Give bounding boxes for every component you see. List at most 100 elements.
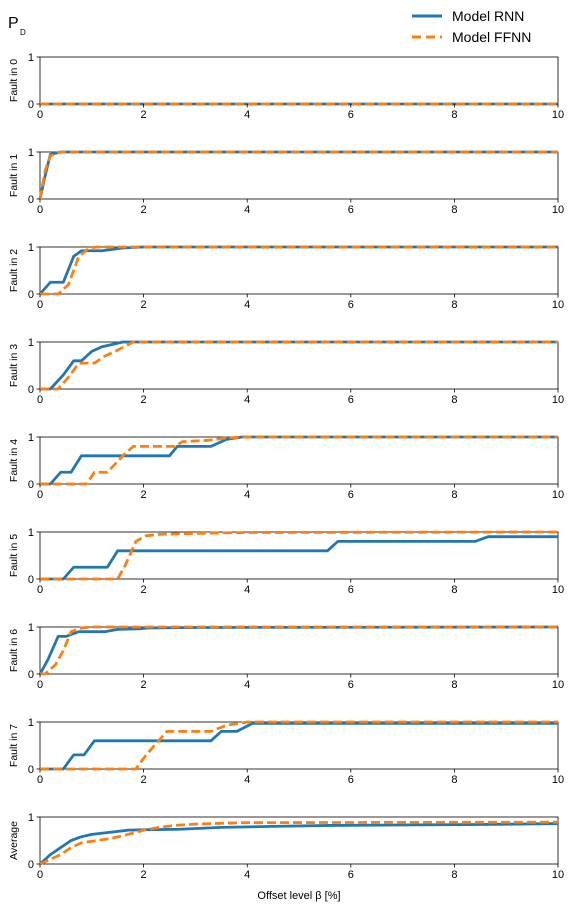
panel-4: 0 2 4 6 8 10 0 1 Fault in 4 (8, 432, 564, 501)
y-axis-label: Fault in 4 (8, 439, 20, 482)
x-tick-label: 6 (348, 774, 354, 786)
x-tick-label: 8 (451, 869, 457, 881)
x-tick-label: 10 (552, 109, 564, 121)
x-tick-label: 8 (451, 109, 457, 121)
x-tick-label: 8 (451, 774, 457, 786)
x-tick-label: 10 (552, 584, 564, 596)
y-tick-label: 1 (28, 527, 34, 539)
series-line-rnn (38, 625, 559, 675)
panel-frame (39, 246, 559, 295)
y-tick-label: 1 (28, 147, 34, 159)
x-tick-label: 4 (244, 679, 250, 691)
y-tick-label: 1 (28, 717, 34, 729)
x-tick-label: 8 (451, 299, 457, 311)
panel-frame (39, 56, 559, 105)
series-line-ffnn (40, 625, 558, 676)
x-tick-label: 4 (244, 299, 250, 311)
series-line-rnn (38, 150, 558, 200)
y-tick-label: 0 (28, 479, 34, 491)
x-tick-label: 8 (451, 489, 457, 501)
y-tick-label: 0 (28, 99, 34, 111)
x-tick-label: 2 (141, 204, 147, 216)
x-tick-label: 10 (552, 869, 564, 881)
x-tick-label: 8 (451, 204, 457, 216)
panel-6: 0 2 4 6 8 10 0 1 Fault in 6 (8, 622, 564, 691)
panel-0: 0 2 4 6 8 10 0 1 Fault in 0 (8, 52, 564, 121)
x-tick-label: 4 (244, 394, 250, 406)
y-axis-label: Fault in 5 (8, 534, 20, 577)
x-tick-label: 10 (552, 489, 564, 501)
x-tick-label: 4 (244, 869, 250, 881)
series-line-ffnn (40, 340, 558, 391)
x-tick-label: 10 (552, 299, 564, 311)
panel-5: 0 2 4 6 8 10 0 1 Fault in 5 (8, 527, 564, 596)
panel-7: 0 2 4 6 8 10 0 1 Fault in 7 (8, 717, 564, 786)
x-tick-label: 0 (37, 774, 43, 786)
panel-3: 0 2 4 6 8 10 0 1 Fault in 3 (8, 337, 564, 406)
x-tick-label: 2 (141, 489, 147, 501)
legend-label-rnn: Model RNN (452, 8, 524, 24)
x-tick-label: 4 (244, 204, 250, 216)
pd-label: P (8, 15, 19, 32)
x-tick-label: 6 (348, 109, 354, 121)
x-tick-label: 0 (37, 489, 43, 501)
y-tick-label: 0 (28, 384, 34, 396)
y-tick-label: 0 (28, 859, 34, 871)
x-axis-label: Offset level β [%] (257, 890, 340, 902)
x-tick-label: 6 (348, 204, 354, 216)
panel-frame (39, 721, 559, 770)
panel-frame (39, 626, 559, 675)
x-tick-label: 6 (348, 299, 354, 311)
y-tick-label: 0 (28, 764, 34, 776)
panel-1: 0 2 4 6 8 10 0 1 Fault in 1 (8, 147, 564, 216)
panel-frame (39, 436, 559, 485)
x-tick-label: 4 (244, 774, 250, 786)
panel-frame (39, 151, 559, 200)
x-tick-label: 8 (451, 584, 457, 596)
x-tick-label: 0 (37, 679, 43, 691)
y-tick-label: 1 (28, 432, 34, 444)
series-line-ffnn (38, 150, 558, 200)
y-axis-label: Average (8, 821, 20, 860)
series-line-rnn (40, 340, 558, 391)
panel-frame (39, 531, 559, 580)
x-tick-label: 0 (37, 299, 43, 311)
y-tick-label: 0 (28, 574, 34, 586)
x-tick-label: 0 (37, 109, 43, 121)
y-tick-label: 1 (28, 812, 34, 824)
y-tick-label: 1 (28, 52, 34, 64)
x-tick-label: 2 (141, 679, 147, 691)
y-tick-label: 0 (28, 669, 34, 681)
y-axis-label: Fault in 7 (8, 724, 20, 767)
series-line-rnn (40, 722, 558, 771)
y-tick-label: 1 (28, 337, 34, 349)
x-tick-label: 4 (244, 584, 250, 596)
x-tick-label: 6 (348, 679, 354, 691)
x-tick-label: 2 (141, 869, 147, 881)
y-axis-label: Fault in 0 (8, 59, 20, 102)
panel-frame (39, 816, 559, 865)
pd-label-subscript: D (20, 28, 26, 37)
y-tick-label: 0 (28, 289, 34, 301)
x-tick-label: 10 (552, 774, 564, 786)
x-tick-label: 4 (244, 489, 250, 501)
y-axis-label: Fault in 3 (8, 344, 20, 387)
series-line-ffnn (40, 530, 559, 581)
x-tick-label: 4 (244, 109, 250, 121)
y-tick-label: 1 (28, 622, 34, 634)
x-tick-label: 2 (141, 774, 147, 786)
series-line-ffnn (40, 245, 558, 296)
x-tick-label: 8 (451, 394, 457, 406)
series-line-rnn (38, 245, 558, 295)
x-tick-label: 0 (37, 204, 43, 216)
x-tick-label: 10 (552, 394, 564, 406)
x-tick-label: 0 (37, 584, 43, 596)
x-tick-label: 6 (348, 489, 354, 501)
y-tick-label: 1 (28, 242, 34, 254)
legend: Model RNN Model FFNN (412, 8, 531, 45)
series-line-rnn (40, 535, 558, 581)
series-line-ffnn (40, 720, 558, 771)
y-axis-label: Fault in 1 (8, 154, 20, 197)
